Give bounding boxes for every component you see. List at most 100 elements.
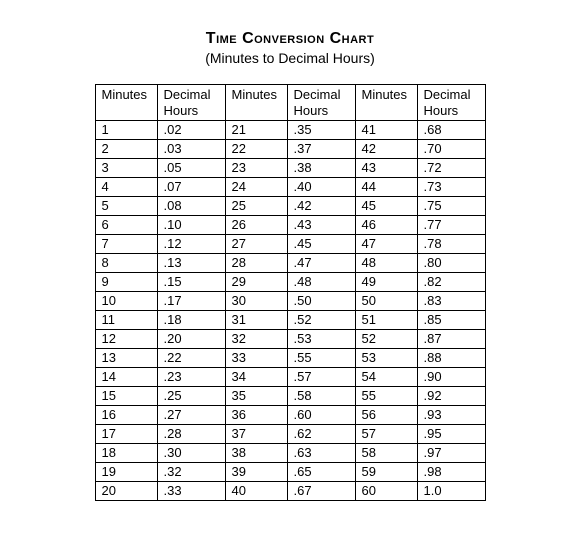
cell-minutes: 24: [225, 178, 287, 197]
cell-decimal: .52: [287, 311, 355, 330]
table-row: 14.2334.5754.90: [95, 368, 485, 387]
cell-decimal: .60: [287, 406, 355, 425]
cell-minutes: 52: [355, 330, 417, 349]
cell-decimal: .80: [417, 254, 485, 273]
cell-minutes: 60: [355, 482, 417, 501]
table-row: 13.2233.5553.88: [95, 349, 485, 368]
cell-minutes: 15: [95, 387, 157, 406]
cell-minutes: 53: [355, 349, 417, 368]
cell-minutes: 37: [225, 425, 287, 444]
cell-minutes: 14: [95, 368, 157, 387]
cell-decimal: .37: [287, 140, 355, 159]
cell-decimal: .28: [157, 425, 225, 444]
cell-minutes: 11: [95, 311, 157, 330]
cell-decimal: .42: [287, 197, 355, 216]
table-row: 2.0322.3742.70: [95, 140, 485, 159]
cell-decimal: .43: [287, 216, 355, 235]
cell-minutes: 4: [95, 178, 157, 197]
cell-minutes: 19: [95, 463, 157, 482]
table-row: 8.1328.4748.80: [95, 254, 485, 273]
cell-minutes: 45: [355, 197, 417, 216]
cell-minutes: 9: [95, 273, 157, 292]
cell-minutes: 32: [225, 330, 287, 349]
table-header-row: Minutes Decimal Hours Minutes Decimal Ho…: [95, 85, 485, 121]
table-row: 12.2032.5352.87: [95, 330, 485, 349]
cell-decimal: .77: [417, 216, 485, 235]
cell-minutes: 27: [225, 235, 287, 254]
table-row: 10.1730.5050.83: [95, 292, 485, 311]
cell-decimal: .72: [417, 159, 485, 178]
cell-minutes: 50: [355, 292, 417, 311]
cell-minutes: 28: [225, 254, 287, 273]
cell-decimal: .62: [287, 425, 355, 444]
cell-decimal: .70: [417, 140, 485, 159]
cell-decimal: .33: [157, 482, 225, 501]
cell-minutes: 36: [225, 406, 287, 425]
page: Time Conversion Chart (Minutes to Decima…: [0, 0, 580, 550]
cell-decimal: 1.0: [417, 482, 485, 501]
cell-decimal: .45: [287, 235, 355, 254]
cell-minutes: 12: [95, 330, 157, 349]
cell-decimal: .12: [157, 235, 225, 254]
cell-minutes: 8: [95, 254, 157, 273]
cell-decimal: .83: [417, 292, 485, 311]
table-row: 1.0221.3541.68: [95, 121, 485, 140]
conversion-table: Minutes Decimal Hours Minutes Decimal Ho…: [95, 84, 486, 501]
cell-minutes: 7: [95, 235, 157, 254]
cell-minutes: 57: [355, 425, 417, 444]
cell-minutes: 6: [95, 216, 157, 235]
cell-minutes: 55: [355, 387, 417, 406]
cell-minutes: 54: [355, 368, 417, 387]
cell-decimal: .25: [157, 387, 225, 406]
cell-minutes: 51: [355, 311, 417, 330]
cell-decimal: .92: [417, 387, 485, 406]
cell-decimal: .63: [287, 444, 355, 463]
cell-minutes: 43: [355, 159, 417, 178]
cell-decimal: .35: [287, 121, 355, 140]
cell-decimal: .87: [417, 330, 485, 349]
cell-minutes: 47: [355, 235, 417, 254]
cell-decimal: .82: [417, 273, 485, 292]
cell-minutes: 39: [225, 463, 287, 482]
cell-decimal: .88: [417, 349, 485, 368]
cell-decimal: .47: [287, 254, 355, 273]
cell-decimal: .48: [287, 273, 355, 292]
cell-decimal: .95: [417, 425, 485, 444]
cell-decimal: .73: [417, 178, 485, 197]
cell-minutes: 18: [95, 444, 157, 463]
table-row: 16.2736.6056.93: [95, 406, 485, 425]
cell-minutes: 16: [95, 406, 157, 425]
cell-minutes: 13: [95, 349, 157, 368]
cell-minutes: 49: [355, 273, 417, 292]
table-row: 6.1026.4346.77: [95, 216, 485, 235]
cell-decimal: .07: [157, 178, 225, 197]
table-row: 20.3340.67601.0: [95, 482, 485, 501]
cell-decimal: .17: [157, 292, 225, 311]
cell-decimal: .10: [157, 216, 225, 235]
cell-minutes: 29: [225, 273, 287, 292]
table-row: 11.1831.5251.85: [95, 311, 485, 330]
col-header-decimal: Decimal Hours: [157, 85, 225, 121]
cell-minutes: 40: [225, 482, 287, 501]
cell-decimal: .23: [157, 368, 225, 387]
cell-decimal: .27: [157, 406, 225, 425]
cell-decimal: .05: [157, 159, 225, 178]
cell-decimal: .22: [157, 349, 225, 368]
cell-minutes: 56: [355, 406, 417, 425]
col-header-minutes: Minutes: [355, 85, 417, 121]
cell-minutes: 21: [225, 121, 287, 140]
cell-decimal: .57: [287, 368, 355, 387]
table-row: 7.1227.4547.78: [95, 235, 485, 254]
cell-decimal: .75: [417, 197, 485, 216]
cell-minutes: 35: [225, 387, 287, 406]
col-header-minutes: Minutes: [225, 85, 287, 121]
cell-minutes: 46: [355, 216, 417, 235]
cell-decimal: .65: [287, 463, 355, 482]
cell-decimal: .20: [157, 330, 225, 349]
table-body: 1.0221.3541.682.0322.3742.703.0523.3843.…: [95, 121, 485, 501]
cell-minutes: 17: [95, 425, 157, 444]
cell-minutes: 2: [95, 140, 157, 159]
cell-minutes: 44: [355, 178, 417, 197]
cell-decimal: .85: [417, 311, 485, 330]
table-row: 9.1529.4849.82: [95, 273, 485, 292]
